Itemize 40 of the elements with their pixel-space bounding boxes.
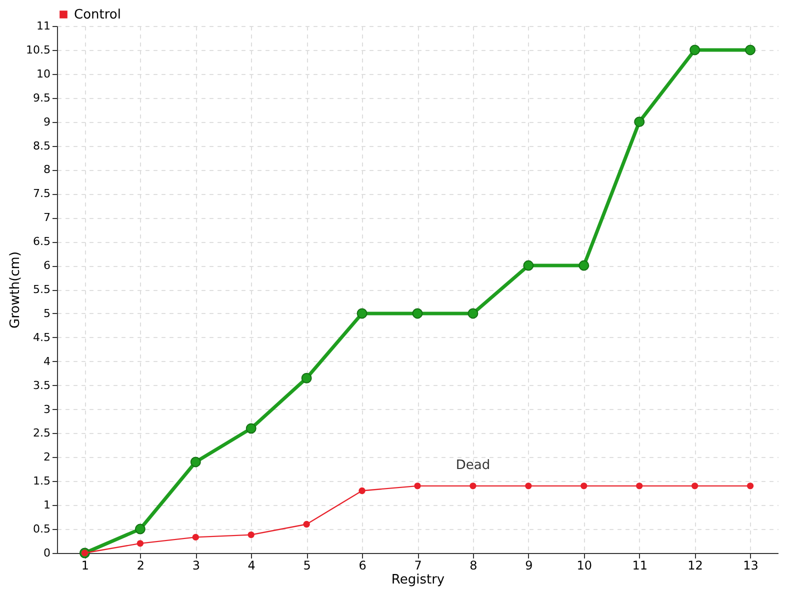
y-tick-label: 8.5 (33, 139, 50, 152)
y-tick-label: 2 (44, 450, 50, 464)
x-tick-label: 6 (358, 558, 366, 572)
y-tick-label: 11 (36, 20, 50, 32)
y-tick-label: 9.5 (33, 91, 50, 104)
x-tick-label: 11 (632, 558, 648, 572)
x-tick-label: 1 (81, 558, 90, 572)
y-tick-label: 7.5 (33, 187, 50, 200)
y-tick-label: 7 (44, 211, 50, 224)
x-tick-label: 10 (576, 558, 592, 572)
y-tick-label: 1 (44, 498, 50, 512)
y-tick-label: 4.5 (33, 330, 50, 344)
legend-label: Control (74, 8, 121, 22)
y-tick-label: 5.5 (33, 283, 50, 296)
x-tick-label: 4 (248, 558, 256, 572)
y-tick-label: 5 (44, 306, 50, 320)
y-tick-label: 6 (44, 259, 50, 272)
annotation: Dead (456, 458, 490, 473)
y-tick-label: 2.5 (33, 426, 50, 440)
x-tick-label: 5 (303, 558, 311, 572)
y-tick-label: 10.5 (26, 43, 50, 56)
y-axis-title: Growth(cm) (8, 251, 24, 329)
y-tick-label: 1.5 (33, 474, 50, 488)
x-tick-label: 3 (192, 558, 200, 572)
x-tick-label: 8 (470, 558, 478, 572)
y-tick-label: 0.5 (33, 522, 50, 536)
x-tick-label: 7 (414, 558, 422, 572)
y-tick-label: 6.5 (33, 235, 50, 248)
y-tick-label: 4 (44, 354, 50, 368)
y-tick-label: 8 (44, 163, 50, 176)
y-tick-label: 3 (44, 402, 50, 416)
y-tick-label: 0 (44, 546, 50, 560)
y-tick-label: 3.5 (33, 378, 50, 392)
x-axis-title: Registry (391, 572, 445, 588)
x-tick-label: 12 (688, 558, 703, 572)
x-tick-label: 13 (743, 558, 758, 572)
y-tick-label: 9 (44, 115, 50, 128)
y-tick-label: 10 (36, 67, 50, 80)
x-tick-label: 2 (136, 558, 145, 572)
x-tick-label: 9 (525, 558, 533, 572)
